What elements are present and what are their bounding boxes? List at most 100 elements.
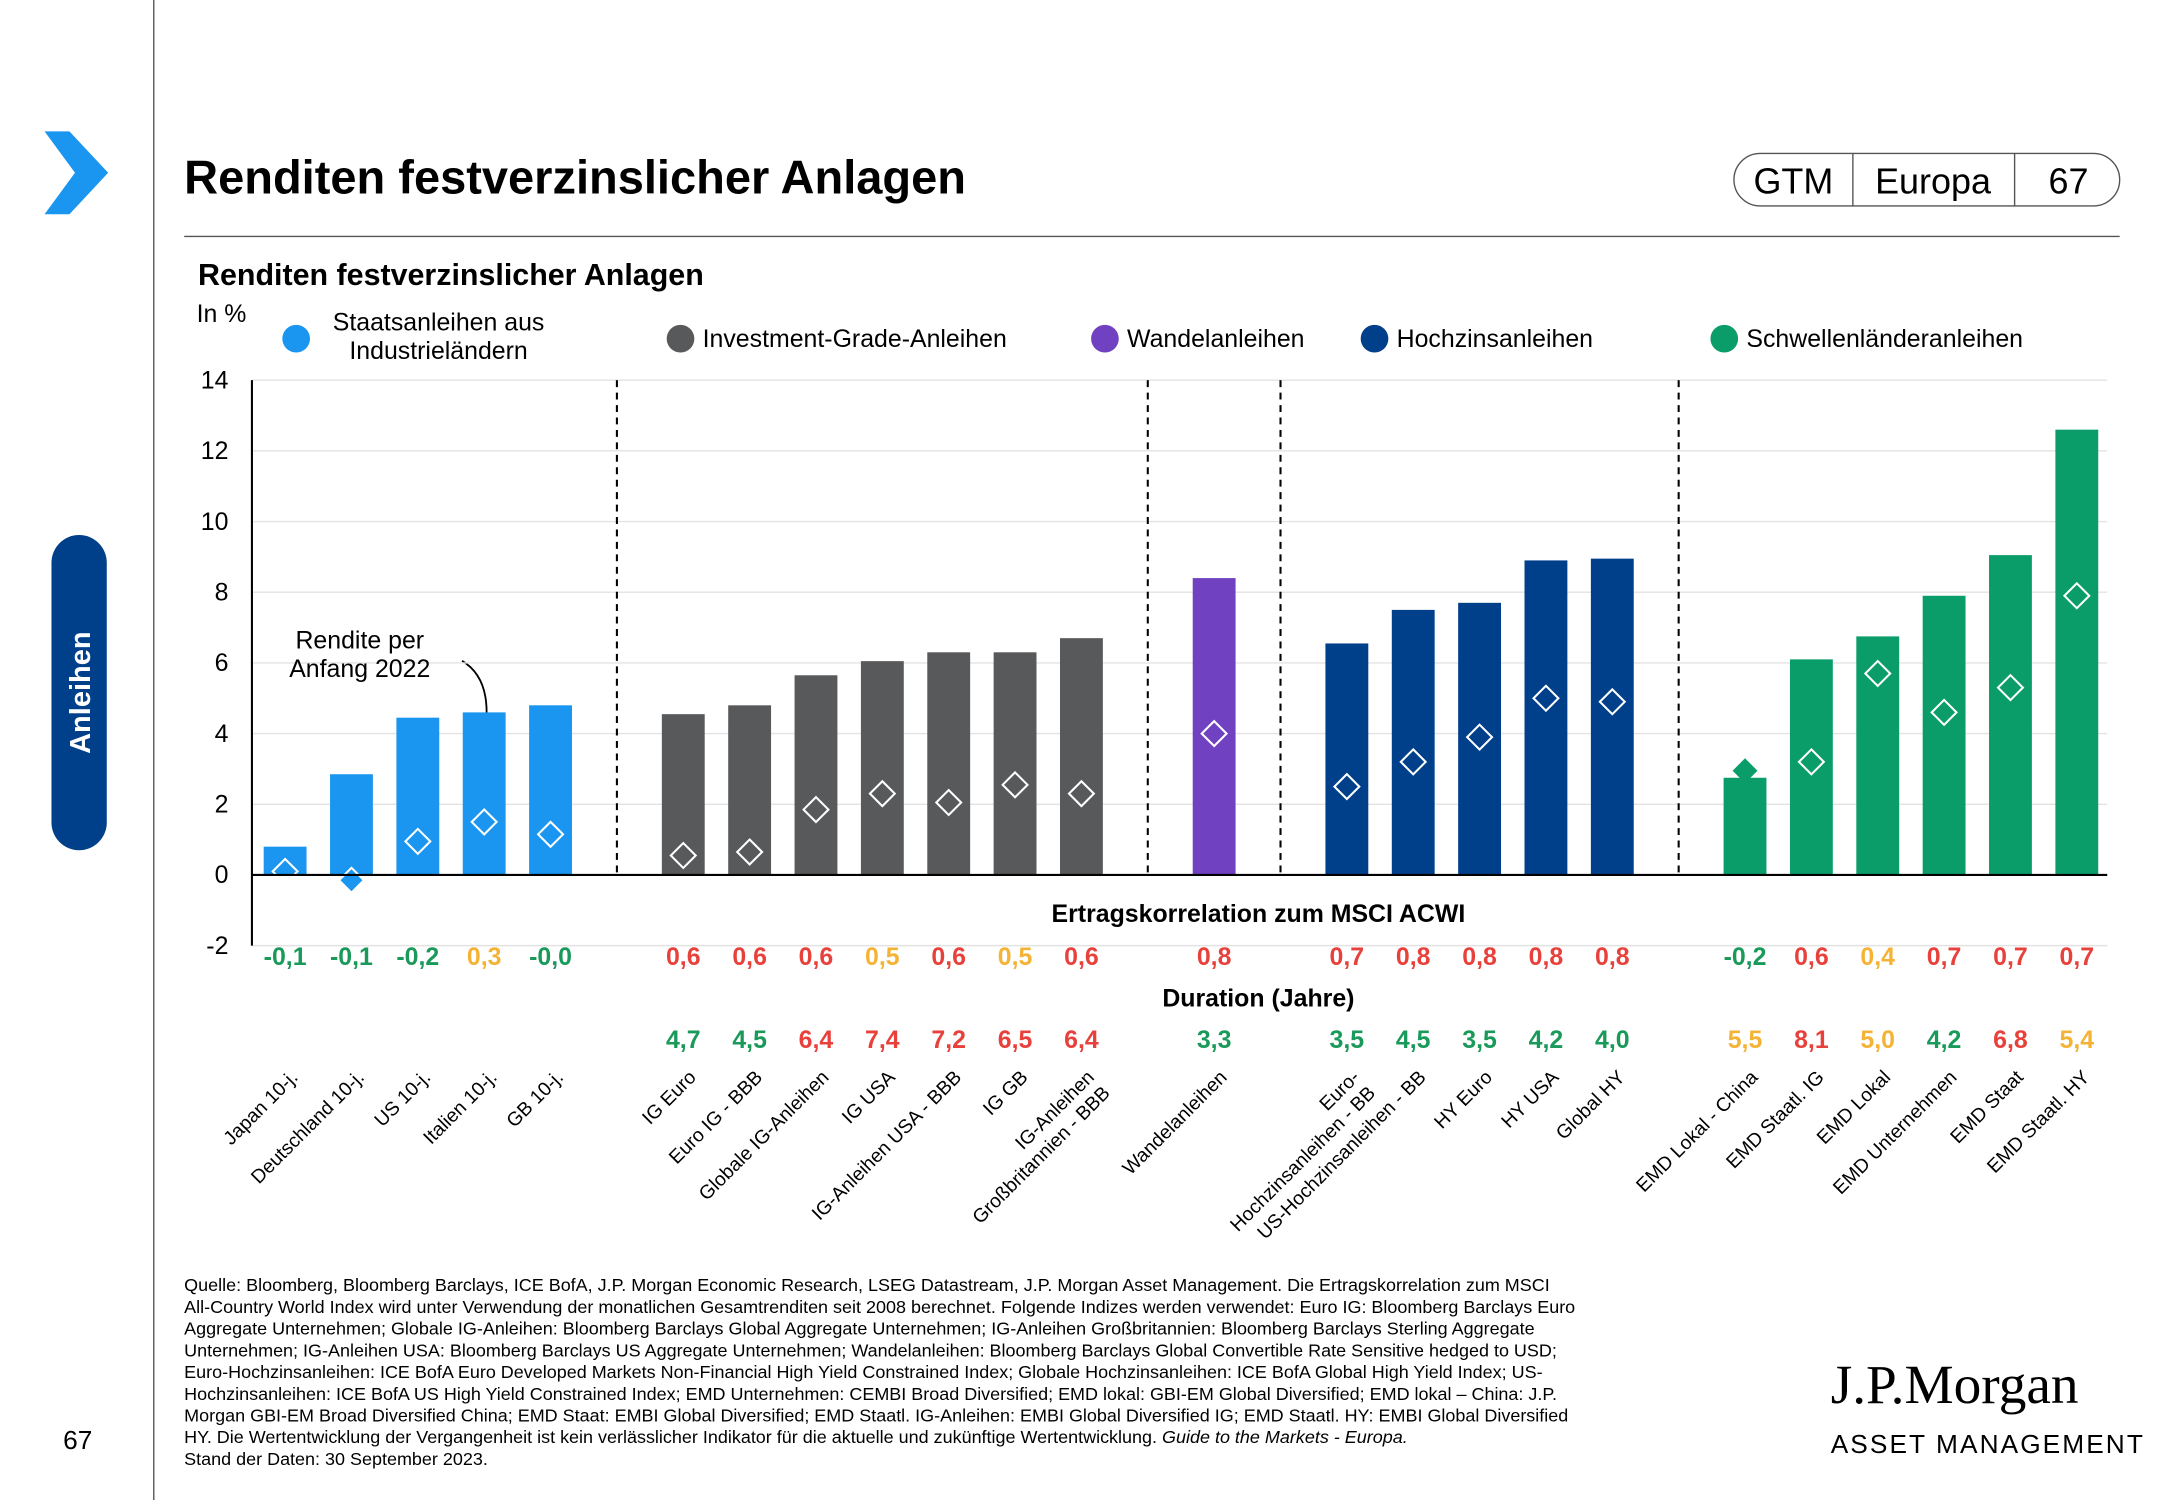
x-tick-label: Globale IG-Anleihen — [695, 1066, 834, 1205]
duration-label: 3,5 — [1462, 1026, 1497, 1054]
correlation-label: -0,2 — [396, 943, 439, 971]
x-tick-label: IG-AnleihenGroßbritannien - BBB — [952, 1066, 1114, 1228]
bar — [1059, 638, 1103, 875]
correlation-label: 0,7 — [2060, 943, 2095, 971]
bar — [1922, 595, 1966, 875]
start-2022-marker — [934, 788, 963, 817]
correlation-label: -0,1 — [330, 943, 373, 971]
start-2022-marker — [1863, 659, 1892, 688]
correlation-label: 0,4 — [1860, 943, 1895, 971]
y-tick-label: 8 — [215, 579, 229, 607]
correlation-label: 0,6 — [799, 943, 834, 971]
footnote-line: Stand der Daten: 30 September 2023. — [184, 1449, 488, 1469]
footnote-line: Euro-Hochzinsanleihen: ICE BofA Euro Dev… — [184, 1362, 1542, 1382]
bar — [2055, 429, 2099, 875]
bar — [1723, 777, 1767, 875]
start-2022-marker — [470, 808, 499, 836]
start-2022-marker — [735, 838, 764, 866]
section-label: Anleihen — [65, 631, 97, 754]
x-tick-label: GB 10-j. — [502, 1066, 568, 1132]
bar — [1325, 643, 1369, 875]
x-tick-label: IG GB — [979, 1066, 1033, 1120]
start-2022-marker — [403, 827, 432, 856]
start-2022-marker — [868, 779, 897, 808]
start-2022-marker — [337, 866, 366, 895]
duration-label: 4,2 — [1529, 1026, 1564, 1054]
start-2022-marker — [1532, 684, 1560, 713]
correlation-label: 0,6 — [1794, 943, 1829, 971]
bar — [661, 714, 705, 875]
duration-label: 4,5 — [732, 1026, 767, 1054]
x-tick-label: Global HY — [1552, 1066, 1630, 1144]
bar — [927, 652, 971, 875]
duration-label: 5,4 — [2060, 1026, 2095, 1054]
correlation-label: 0,7 — [1330, 943, 1365, 971]
logo-sub: ASSET MANAGEMENT — [1831, 1429, 2145, 1459]
tag: Europa — [1875, 161, 1991, 202]
start-2022-marker — [1001, 770, 1029, 799]
annotation: Rendite per Anfang 2022 — [289, 626, 430, 683]
duration-label: 7,2 — [931, 1026, 966, 1054]
bar — [1391, 609, 1435, 875]
x-tick-label: US 10-j. — [370, 1066, 435, 1131]
start-2022-marker — [1200, 719, 1229, 748]
section-tab — [51, 535, 107, 851]
duration-label: 4,0 — [1595, 1026, 1630, 1054]
duration-label: 6,4 — [1064, 1026, 1099, 1054]
footnote-line: All-Country World Index wird unter Verwe… — [184, 1297, 1575, 1317]
start-2022-marker — [669, 841, 698, 870]
correlation-label: -0,1 — [264, 943, 307, 971]
bar — [1856, 636, 1900, 875]
y-tick-label: 10 — [201, 508, 229, 536]
legend-swatch — [282, 324, 310, 353]
duration-label: 3,3 — [1197, 1026, 1232, 1054]
correlation-label: 0,6 — [732, 943, 767, 971]
start-2022-marker — [802, 795, 830, 824]
bar — [1789, 659, 1833, 875]
y-axis-label: In % — [197, 300, 247, 328]
bar — [529, 705, 572, 875]
logo: J.P.Morgan — [1831, 1354, 2079, 1415]
duration-title: Duration (Jahre) — [1162, 984, 1354, 1012]
x-tick-label: HY Euro — [1430, 1066, 1497, 1133]
tag-box — [1733, 152, 2121, 207]
x-tick-label: Deutschland 10-j. — [247, 1066, 369, 1188]
start-2022-marker — [1465, 723, 1494, 752]
duration-label: 8,1 — [1794, 1026, 1829, 1054]
correlation-label: 0,7 — [1927, 943, 1962, 971]
bar — [1192, 578, 1236, 875]
correlation-label: 0,8 — [1396, 943, 1431, 971]
bar — [1458, 602, 1502, 875]
footnote-line: Aggregate Unternehmen; Globale IG-Anleih… — [184, 1319, 1534, 1339]
start-2022-marker — [1797, 747, 1826, 776]
footnote-line: HY. Die Wertentwicklung der Vergangenhei… — [184, 1427, 1408, 1447]
duration-label: 4,7 — [666, 1026, 701, 1054]
y-tick-label: 14 — [201, 366, 229, 394]
bar — [462, 712, 506, 875]
legend-label: Wandelanleihen — [1127, 325, 1304, 353]
start-2022-marker — [536, 820, 565, 849]
footnote-line: Unternehmen; IG-Anleihen USA: Bloomberg … — [184, 1340, 1557, 1360]
legend-label: Staatsanleihen aus Industrieländern — [333, 308, 545, 365]
correlation-label: 0,8 — [1462, 943, 1497, 971]
legend-swatch — [1710, 324, 1739, 353]
tag: GTM — [1753, 161, 1833, 202]
legend-label: Hochzinsanleihen — [1397, 325, 1593, 353]
duration-label: 5,5 — [1728, 1026, 1763, 1054]
legend-swatch — [1360, 324, 1389, 353]
footnote-italic: Guide to the Markets - Europa. — [1162, 1427, 1408, 1447]
correlation-label: 0,8 — [1529, 943, 1564, 971]
bar — [794, 675, 838, 875]
bar — [728, 705, 772, 875]
duration-label: 4,5 — [1396, 1026, 1431, 1054]
duration-label: 6,4 — [799, 1026, 834, 1054]
chevron-icon — [44, 131, 109, 215]
start-2022-marker — [1732, 758, 1758, 784]
duration-label: 5,0 — [1860, 1026, 1895, 1054]
x-tick-label: IG USA — [838, 1066, 900, 1128]
y-tick-label: 0 — [215, 861, 229, 889]
correlation-label: 0,8 — [1595, 943, 1630, 971]
x-tick-label: IG Euro — [638, 1066, 701, 1129]
x-tick-label: EMD Lokal - China — [1632, 1066, 1763, 1197]
bar — [330, 774, 373, 875]
